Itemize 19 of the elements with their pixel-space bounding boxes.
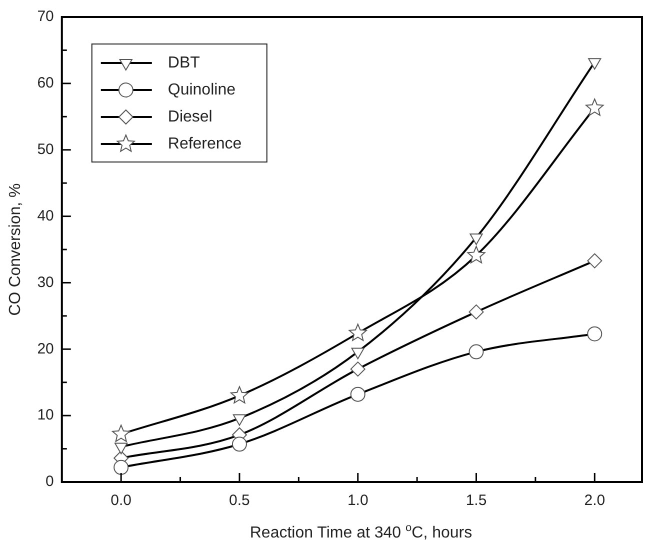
y-tick-label: 40 <box>37 207 54 224</box>
y-axis-title: CO Conversion, % <box>7 183 24 316</box>
x-axis-title: Reaction Time at 340 $^{o}$C, hours <box>248 522 474 542</box>
legend-label: Diesel <box>168 108 212 126</box>
y-tick-label: 60 <box>37 74 54 92</box>
y-tick-label: 20 <box>37 340 54 358</box>
legend-label: Quinoline <box>168 81 236 98</box>
y-tick-label: 70 <box>37 8 54 26</box>
y-tick-label: 10 <box>37 406 54 424</box>
y-tick-label: 30 <box>37 274 54 291</box>
x-tick-label: 0.5 <box>229 492 250 510</box>
y-tick-label: 0 <box>46 473 54 490</box>
x-tick-label: 1.5 <box>466 492 487 510</box>
x-tick-label: 0.0 <box>110 492 132 510</box>
x-tick-label: 1.0 <box>347 492 368 510</box>
legend-label: DBT <box>168 54 200 72</box>
y-tick-label: 50 <box>37 141 54 158</box>
legend-label: Reference <box>168 135 242 152</box>
x-tick-label: 2.0 <box>584 492 606 510</box>
